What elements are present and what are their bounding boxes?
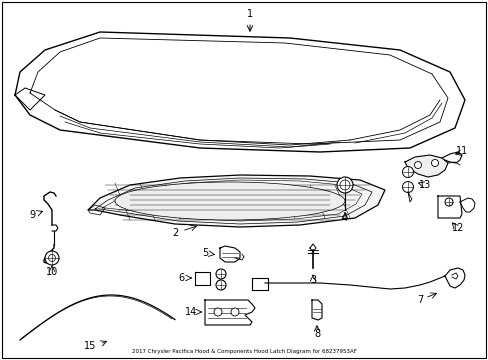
Circle shape — [336, 177, 352, 193]
Text: 14: 14 — [184, 307, 197, 317]
Text: 10: 10 — [46, 267, 58, 277]
Circle shape — [402, 166, 413, 177]
Ellipse shape — [115, 182, 345, 220]
Text: 12: 12 — [451, 223, 463, 233]
Text: 9: 9 — [29, 210, 35, 220]
Circle shape — [45, 251, 59, 265]
Polygon shape — [404, 155, 447, 177]
Circle shape — [430, 159, 438, 166]
Text: 4: 4 — [341, 213, 347, 223]
Text: 5: 5 — [202, 248, 208, 258]
Text: 1: 1 — [246, 9, 253, 19]
Text: 15: 15 — [83, 341, 96, 351]
Text: 6: 6 — [178, 273, 183, 283]
Circle shape — [214, 308, 222, 316]
Circle shape — [402, 181, 413, 193]
Text: 13: 13 — [418, 180, 430, 190]
Text: 3: 3 — [309, 275, 315, 285]
Circle shape — [216, 269, 225, 279]
Text: 2017 Chrysler Pacifica Hood & Components Hood Latch Diagram for 68237953AF: 2017 Chrysler Pacifica Hood & Components… — [131, 350, 356, 355]
Text: 8: 8 — [313, 329, 320, 339]
Circle shape — [339, 180, 349, 190]
Text: 2: 2 — [171, 228, 178, 238]
Circle shape — [230, 308, 239, 316]
Circle shape — [48, 255, 55, 261]
Circle shape — [414, 162, 421, 168]
Text: 7: 7 — [416, 295, 422, 305]
Circle shape — [216, 280, 225, 290]
Polygon shape — [88, 175, 384, 227]
Text: 11: 11 — [455, 146, 467, 156]
Circle shape — [444, 198, 452, 206]
